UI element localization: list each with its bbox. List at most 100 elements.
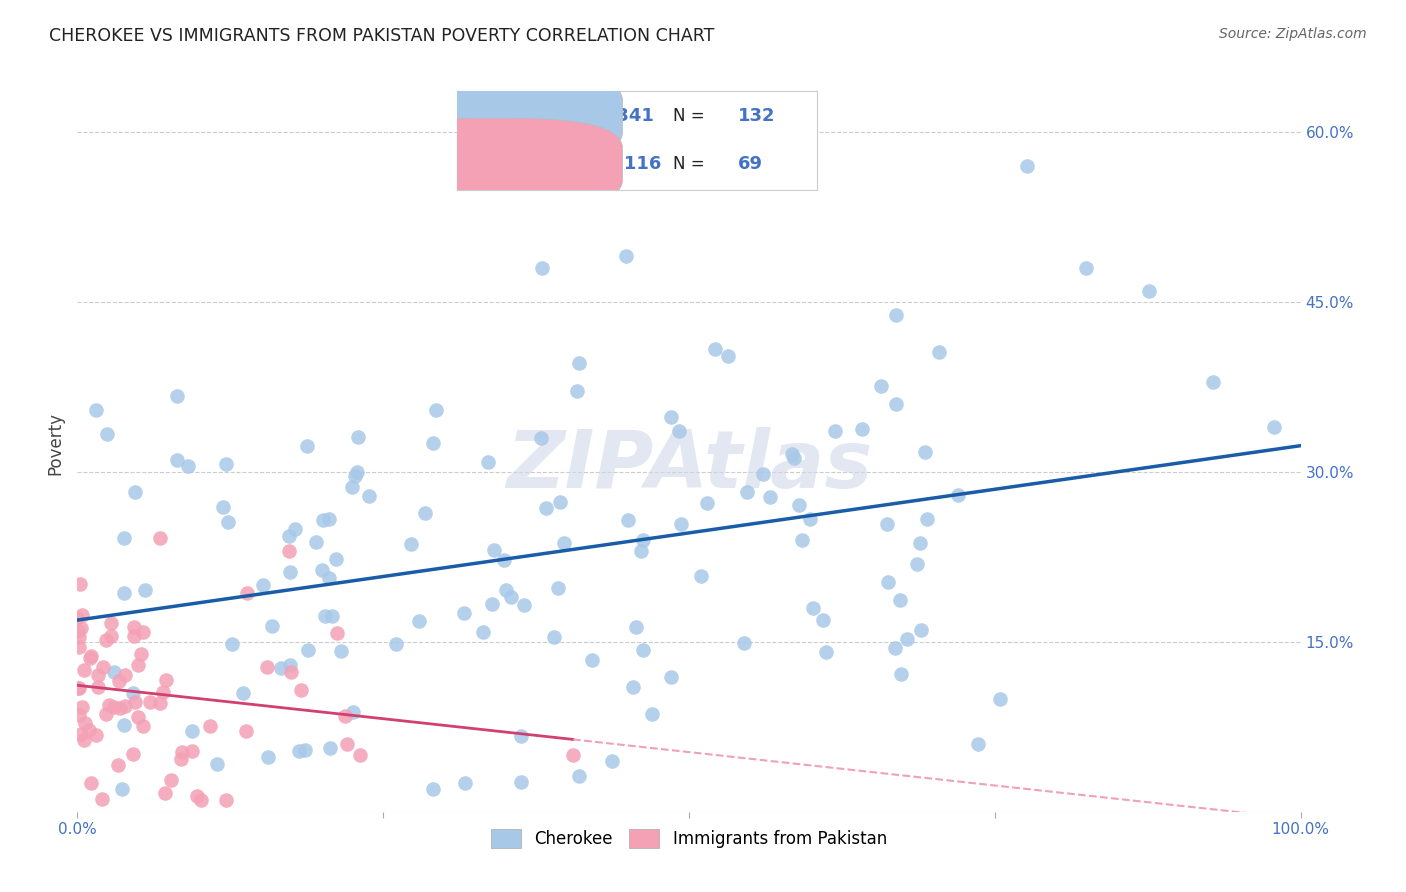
Point — [876, 517, 898, 532]
Point — [107, 757, 129, 772]
Point — [66, 611, 89, 625]
Point — [799, 512, 821, 526]
Point — [100, 616, 122, 631]
Point — [733, 636, 755, 650]
Point — [79, 651, 101, 665]
Point — [342, 706, 364, 720]
Point — [294, 742, 316, 756]
Point — [318, 512, 340, 526]
Point — [513, 599, 536, 613]
Point — [621, 680, 644, 694]
Point — [122, 685, 145, 699]
Point — [67, 631, 90, 645]
Point — [509, 729, 531, 743]
Point — [297, 642, 319, 657]
Point — [425, 402, 447, 417]
Point — [134, 582, 156, 597]
Point — [824, 424, 846, 438]
Point — [262, 619, 284, 633]
Point — [408, 615, 430, 629]
Point — [782, 447, 804, 461]
Point — [79, 723, 101, 738]
Point — [67, 707, 90, 722]
Point — [278, 544, 301, 558]
Point — [801, 600, 824, 615]
Point — [495, 582, 517, 597]
Point — [67, 640, 90, 654]
Point — [170, 752, 193, 766]
Point — [884, 397, 907, 411]
Point — [349, 748, 371, 763]
Point — [288, 744, 311, 758]
Point — [1017, 160, 1039, 174]
Point — [112, 717, 135, 731]
Point — [471, 624, 494, 639]
Point — [94, 706, 117, 721]
Point — [297, 438, 319, 452]
Point — [160, 773, 183, 788]
Point — [330, 644, 353, 658]
Point — [548, 495, 571, 509]
Point — [1263, 419, 1285, 434]
Point — [631, 643, 654, 657]
Point — [284, 522, 307, 536]
Point — [659, 409, 682, 424]
Point — [166, 452, 188, 467]
Point — [696, 495, 718, 509]
Point — [96, 633, 118, 648]
Point — [100, 629, 122, 643]
Point — [235, 723, 257, 738]
Point — [86, 728, 108, 742]
Point — [112, 585, 135, 599]
Point — [149, 531, 172, 545]
Point — [114, 699, 136, 714]
Point — [910, 623, 932, 637]
Point — [318, 571, 340, 585]
Point — [600, 754, 623, 768]
Point — [215, 457, 238, 471]
Point — [946, 488, 969, 502]
Point — [108, 701, 131, 715]
Point — [149, 696, 172, 710]
Point — [166, 389, 188, 403]
Point — [357, 489, 380, 503]
Point — [86, 680, 108, 694]
Point — [703, 343, 725, 357]
Point — [547, 581, 569, 595]
Point — [630, 544, 652, 558]
Point — [530, 261, 553, 276]
Point — [270, 661, 292, 675]
Point — [928, 345, 950, 359]
Point — [668, 425, 690, 439]
Point — [127, 710, 149, 724]
Point — [214, 793, 236, 807]
Point — [190, 793, 212, 807]
Point — [877, 575, 900, 590]
Point — [735, 485, 758, 500]
Y-axis label: Poverty: Poverty — [46, 412, 65, 475]
Point — [889, 593, 911, 607]
Point — [343, 468, 366, 483]
Point — [122, 620, 145, 634]
Point — [91, 792, 114, 806]
Point — [568, 769, 591, 783]
Point — [114, 668, 136, 682]
Point — [581, 653, 603, 667]
Point — [127, 658, 149, 673]
Point — [256, 660, 278, 674]
Point — [305, 535, 328, 549]
Point — [333, 709, 356, 723]
Point — [905, 557, 928, 571]
Point — [690, 568, 713, 582]
Point — [70, 727, 93, 741]
Point — [112, 531, 135, 545]
Point — [346, 465, 368, 479]
Point — [553, 536, 575, 550]
Point — [280, 565, 302, 579]
Point — [422, 435, 444, 450]
Text: Source: ZipAtlas.com: Source: ZipAtlas.com — [1219, 27, 1367, 41]
Point — [86, 667, 108, 681]
Point — [336, 737, 359, 751]
Point — [93, 660, 115, 674]
Point — [212, 500, 235, 515]
